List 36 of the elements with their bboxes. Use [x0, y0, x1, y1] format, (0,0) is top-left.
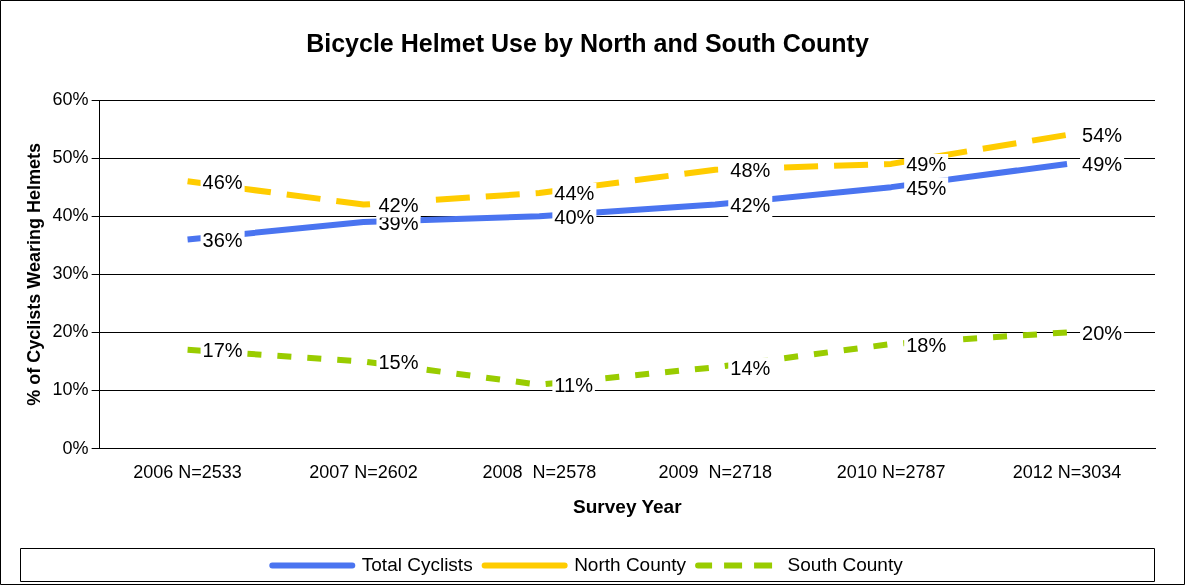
x-tick-label: 2012 N=3034 — [1012, 462, 1122, 483]
x-tick-label: 2008 N=2578 — [482, 462, 597, 483]
data-label: 45% — [906, 176, 947, 199]
data-label: 14% — [730, 356, 771, 379]
data-label: 11% — [554, 374, 594, 397]
y-axis-title: % of Cyclists Wearing Helmets — [23, 142, 44, 406]
x-tick-label: 2007 N=2602 — [309, 462, 418, 483]
y-tick-label: 60% — [52, 88, 89, 109]
data-label: 17% — [202, 339, 243, 362]
data-label: 49% — [1082, 153, 1123, 176]
legend-label: Total Cyclists — [361, 553, 473, 575]
chart-title: Bicycle Helmet Use by North and South County — [306, 28, 869, 57]
y-tick-label: 40% — [52, 205, 89, 226]
y-tick-label: 10% — [52, 379, 89, 400]
data-label: 20% — [1082, 321, 1123, 344]
data-label: 46% — [202, 170, 243, 193]
x-tick-label: 2006 N=2533 — [133, 462, 242, 483]
data-label: 42% — [730, 194, 771, 217]
data-label: 18% — [906, 333, 947, 356]
data-label: 15% — [378, 350, 419, 373]
data-label: 49% — [906, 153, 947, 176]
y-tick-label: 20% — [52, 321, 89, 342]
data-label: 54% — [1082, 124, 1123, 147]
legend-label: South County — [787, 553, 904, 575]
data-label: 42% — [378, 194, 419, 217]
legend-label: North County — [574, 553, 687, 575]
y-tick-label: 0% — [62, 437, 89, 458]
y-tick-label: 50% — [52, 147, 89, 168]
data-label: 48% — [730, 159, 771, 182]
x-tick-label: 2010 N=2787 — [836, 462, 946, 483]
data-label: 44% — [554, 182, 595, 205]
data-label: 40% — [554, 205, 595, 228]
x-axis-title: Survey Year — [573, 495, 683, 517]
y-tick-label: 30% — [52, 263, 89, 284]
x-tick-label: 2009 N=2718 — [658, 462, 773, 483]
data-label: 36% — [202, 228, 243, 251]
